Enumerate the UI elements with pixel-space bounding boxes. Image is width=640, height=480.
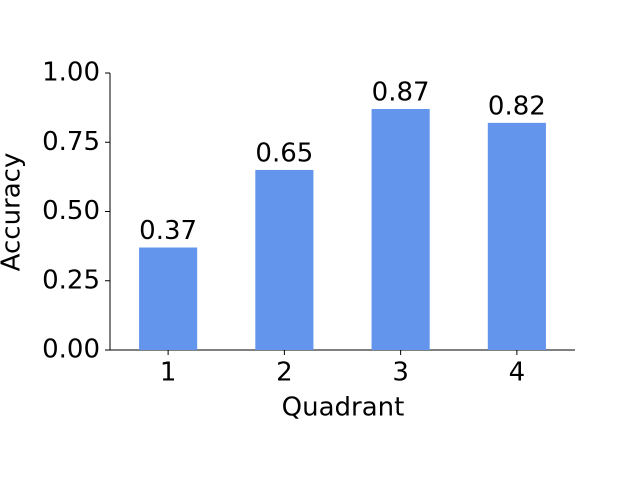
y-tick-label: 1.00 bbox=[42, 58, 100, 88]
x-axis-label: Quadrant bbox=[282, 393, 405, 423]
data-label: 0.65 bbox=[255, 138, 313, 168]
data-label: 0.37 bbox=[139, 216, 197, 246]
x-tick-label: 4 bbox=[509, 358, 526, 388]
data-label: 0.82 bbox=[488, 91, 546, 121]
x-tick-label: 3 bbox=[392, 358, 409, 388]
data-label: 0.87 bbox=[372, 78, 430, 108]
y-tick-label: 0.25 bbox=[42, 265, 100, 295]
y-tick-label: 0.75 bbox=[42, 127, 100, 157]
bar bbox=[487, 122, 546, 350]
bar bbox=[255, 169, 314, 350]
x-tick-label: 2 bbox=[276, 358, 293, 388]
bar bbox=[371, 109, 430, 350]
y-axis-label: Accuracy bbox=[0, 153, 27, 272]
x-tick-label: 1 bbox=[160, 358, 177, 388]
y-tick-label: 0.50 bbox=[42, 196, 100, 226]
y-tick-label: 0.00 bbox=[42, 335, 100, 365]
bar bbox=[139, 247, 198, 350]
